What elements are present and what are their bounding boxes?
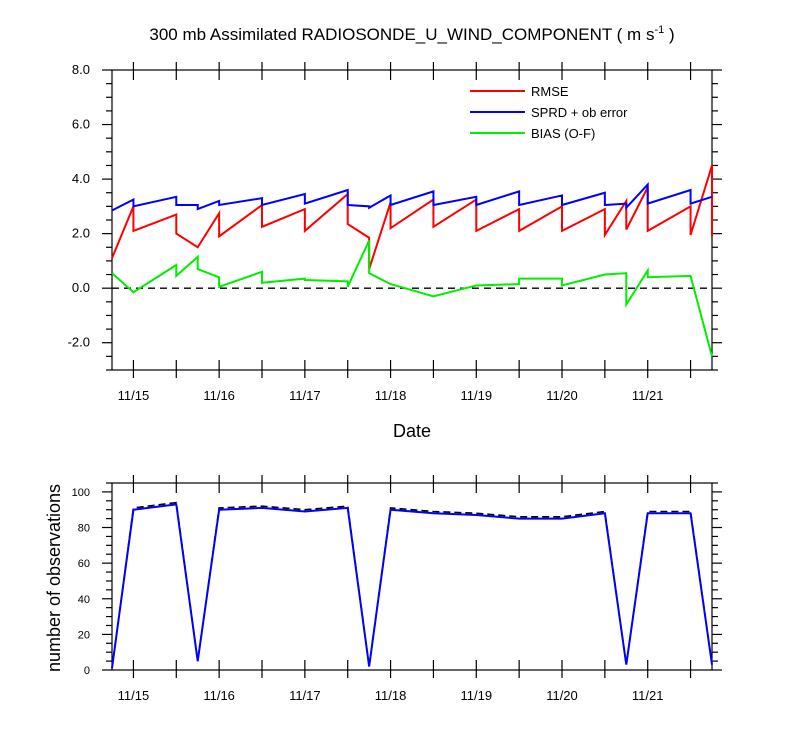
top-x-tick-label: 11/17 (289, 388, 321, 403)
bottom-x-tick-label: 11/16 (203, 688, 235, 703)
top-y-tick-label: -2.0 (68, 335, 90, 350)
top-x-axis-label: Date (393, 421, 431, 441)
bottom-x-tick-label: 11/21 (632, 688, 664, 703)
bottom-y-tick-label: 60 (78, 558, 90, 570)
chart-title: 300 mb Assimilated RADIOSONDE_U_WIND_COM… (149, 24, 674, 44)
top-y-tick-label: 6.0 (72, 117, 90, 132)
bottom-plot-frame (111, 482, 713, 671)
top-y-tick-label: 2.0 (72, 226, 90, 241)
top-series-line-rmse (111, 165, 713, 270)
bottom-x-tick-label: 11/20 (546, 688, 578, 703)
top-axes: 11/15 11/16 11/17 11/18 11/19 11/20 11/21 8.0 6.… (68, 62, 722, 403)
legend-label-rmse: RMSE (531, 84, 569, 99)
bottom-series-group (111, 501, 713, 669)
bottom-y-axis-label: number of observations (44, 484, 64, 672)
bottom-axes: 11/15 11/16 11/17 11/18 11/19 11/20 11/21 100 80… (72, 475, 722, 703)
top-x-tick-label: 11/20 (546, 388, 578, 403)
bottom-x-tick-label: 11/18 (375, 688, 407, 703)
top-x-tick-label: 11/15 (118, 388, 150, 403)
bottom-series-line-dashed (111, 501, 713, 669)
top-series-line-bias-o-f (111, 240, 713, 357)
top-y-tick-label: 0.0 (72, 280, 90, 295)
bottom-y-tick-label: 40 (78, 594, 90, 606)
bottom-y-tick-label: 100 (72, 487, 90, 499)
bottom-y-tick-label: 20 (78, 629, 90, 641)
legend-label-bias: BIAS (O-F) (531, 126, 595, 141)
top-x-tick-label: 11/21 (632, 388, 664, 403)
legend-label-sprd: SPRD + ob error (531, 105, 628, 120)
bottom-series-line-solid (111, 503, 713, 669)
top-x-tick-label: 11/16 (203, 388, 235, 403)
legend: RMSE SPRD + ob error BIAS (O-F) (470, 84, 628, 141)
bottom-y-tick-label: 0 (84, 665, 90, 677)
top-y-tick-label: 4.0 (72, 171, 90, 186)
top-x-tick-label: 11/18 (375, 388, 407, 403)
bottom-x-tick-label: 11/17 (289, 688, 321, 703)
top-series-group (111, 165, 713, 357)
top-y-tick-label: 8.0 (72, 62, 90, 77)
bottom-x-tick-label: 11/15 (118, 688, 150, 703)
top-series-line-sprd-ob-error (111, 181, 713, 212)
bottom-y-tick-label: 80 (78, 523, 90, 535)
bottom-x-tick-label: 11/19 (460, 688, 492, 703)
top-x-tick-label: 11/19 (460, 388, 492, 403)
